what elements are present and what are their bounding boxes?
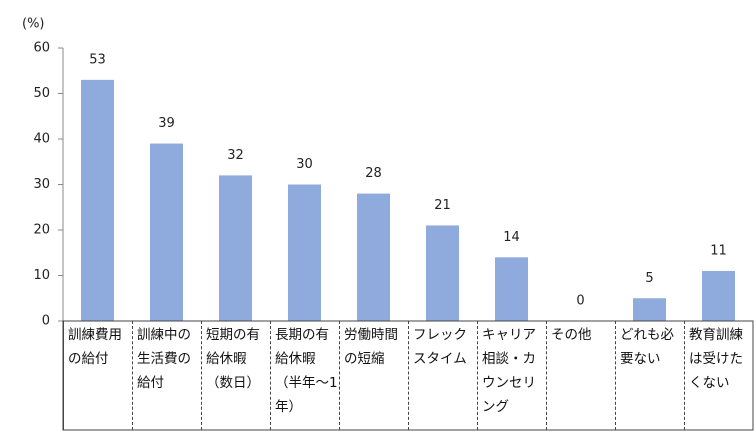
y-tick-label: 40 bbox=[33, 132, 50, 147]
y-axis-label: (%) bbox=[22, 17, 45, 32]
value-label: 14 bbox=[503, 230, 520, 245]
y-tick-label: 30 bbox=[33, 177, 50, 192]
x-tick-label: 短期の有 給休暇 （数日） bbox=[201, 321, 270, 430]
value-label: 21 bbox=[434, 198, 451, 213]
bar bbox=[150, 143, 183, 321]
x-tick-label: その他 bbox=[546, 321, 615, 430]
value-label: 30 bbox=[296, 157, 313, 172]
x-tick-label: どれも必 要ない bbox=[615, 321, 684, 430]
value-label: 39 bbox=[158, 116, 175, 131]
value-label: 0 bbox=[576, 294, 584, 309]
x-tick-label: キャリア 相談・カ ウンセリ ング bbox=[477, 321, 546, 430]
value-label: 32 bbox=[227, 148, 244, 163]
value-label: 53 bbox=[89, 52, 106, 67]
bar bbox=[357, 193, 390, 321]
x-tick-label: 労働時間 の短縮 bbox=[339, 321, 408, 430]
x-tick-label: 訓練費用 の給付 bbox=[63, 321, 132, 430]
value-label: 28 bbox=[365, 166, 382, 181]
x-tick-label: 教育訓練 は受けた くない bbox=[684, 321, 753, 430]
bar bbox=[633, 298, 666, 321]
value-label: 5 bbox=[645, 271, 653, 286]
bar bbox=[81, 79, 114, 321]
y-tick-label: 20 bbox=[33, 223, 50, 238]
bar bbox=[219, 175, 252, 321]
y-tick-label: 10 bbox=[33, 268, 50, 283]
x-tick-label: 長期の有 給休暇 （半年～1 年） bbox=[270, 321, 339, 430]
y-tick-label: 0 bbox=[42, 314, 50, 329]
bar bbox=[288, 184, 321, 321]
bar bbox=[426, 225, 459, 321]
bar bbox=[702, 270, 735, 321]
x-tick-label: フレック スタイム bbox=[408, 321, 477, 430]
bar bbox=[495, 257, 528, 321]
y-tick-label: 50 bbox=[33, 86, 50, 101]
x-tick-label: 訓練中の 生活費の 給付 bbox=[132, 321, 201, 430]
y-tick-label: 60 bbox=[33, 41, 50, 56]
value-label: 11 bbox=[710, 243, 727, 258]
